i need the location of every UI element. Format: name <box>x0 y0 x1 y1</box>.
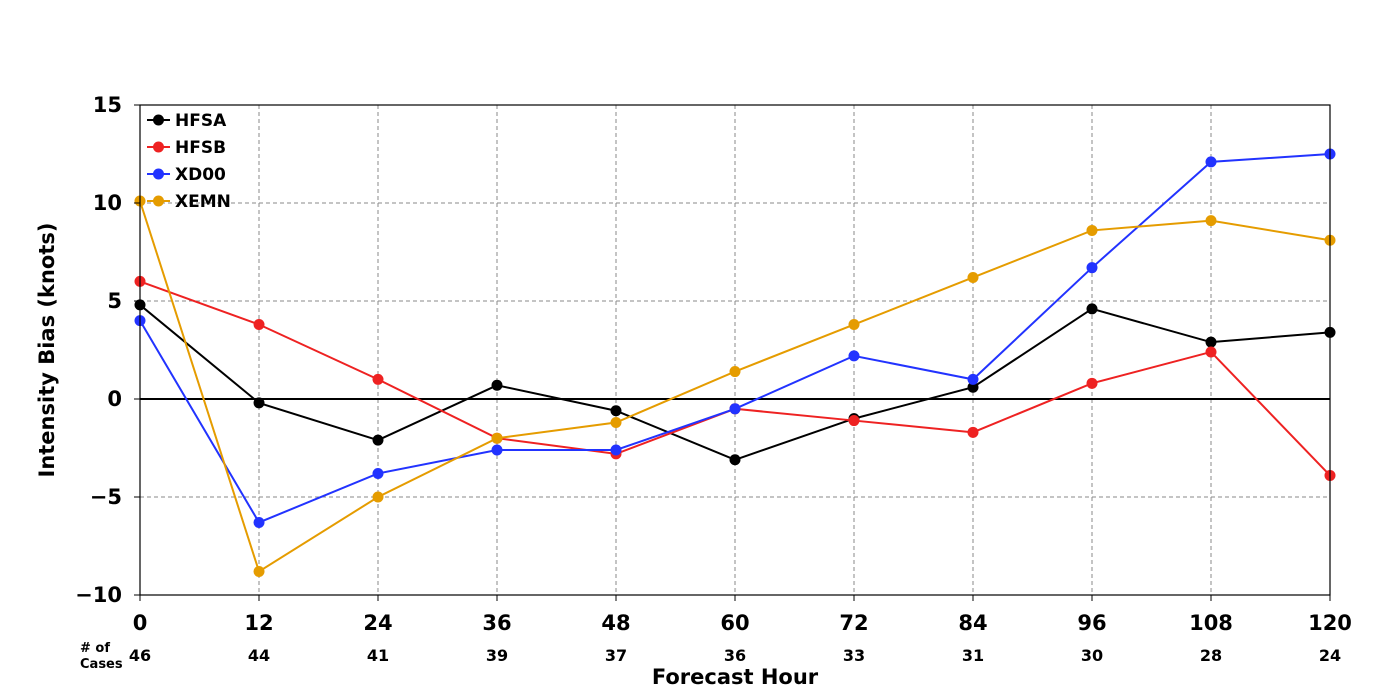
data-point <box>848 415 860 427</box>
data-point <box>967 426 979 438</box>
case-count: 36 <box>724 646 746 665</box>
data-point <box>491 432 503 444</box>
legend: HFSA HFSB XD00 XEMN <box>147 111 231 212</box>
legend-label: HFSA <box>175 111 227 131</box>
y-axis-title: Intensity Bias (knots) <box>35 223 59 478</box>
data-point <box>1086 262 1098 274</box>
y-tick-label: −10 <box>75 583 122 607</box>
data-point <box>253 397 265 409</box>
data-point <box>372 434 384 446</box>
legend-label: HFSB <box>175 138 226 158</box>
case-count: 33 <box>843 646 865 665</box>
x-tick-label: 12 <box>244 611 273 635</box>
x-tick-label: 48 <box>601 611 630 635</box>
x-tick-label: 36 <box>482 611 511 635</box>
x-tick-label: 84 <box>958 611 987 635</box>
y-tick-label: 0 <box>107 387 122 411</box>
x-tick-label: 108 <box>1189 611 1233 635</box>
legend-item-hfsa: HFSA <box>147 111 227 131</box>
cases-row: 46 44 41 39 37 36 33 31 30 28 24 <box>129 646 1341 665</box>
data-point <box>253 319 265 331</box>
x-tick-label: 24 <box>363 611 392 635</box>
data-point <box>1205 346 1217 358</box>
cases-title-line1: # of <box>80 641 110 656</box>
legend-marker <box>153 141 164 153</box>
data-point <box>1086 377 1098 389</box>
data-point <box>967 271 979 283</box>
data-point <box>491 379 503 391</box>
y-tick-label: 10 <box>93 191 122 215</box>
legend-item-hfsb: HFSB <box>147 138 226 158</box>
cases-title-line2: Cases <box>80 657 123 672</box>
series-hfsa <box>134 299 1336 466</box>
data-point <box>610 444 622 456</box>
case-count: 30 <box>1081 646 1103 665</box>
data-point <box>848 319 860 331</box>
grid-lines <box>140 105 1330 595</box>
x-tick-label: 120 <box>1308 611 1352 635</box>
case-count: 24 <box>1319 646 1341 665</box>
series-xd00 <box>134 148 1336 528</box>
data-point <box>1205 215 1217 227</box>
case-count: 31 <box>962 646 984 665</box>
case-count: 28 <box>1200 646 1222 665</box>
x-tick-label: 0 <box>133 611 148 635</box>
legend-label: XEMN <box>175 192 231 212</box>
series-layer <box>134 148 1336 577</box>
data-point <box>610 417 622 429</box>
legend-label: XD00 <box>175 165 226 185</box>
data-point <box>253 516 265 528</box>
data-point <box>1205 156 1217 168</box>
data-point <box>1205 336 1217 348</box>
data-point <box>729 454 741 466</box>
data-point <box>967 373 979 385</box>
x-axis-ticks: 0 12 24 36 48 60 72 84 96 108 120 <box>133 595 1352 635</box>
legend-item-xemn: XEMN <box>147 192 231 212</box>
y-tick-label: 5 <box>107 289 122 313</box>
data-point <box>610 405 622 417</box>
y-tick-label: 15 <box>93 93 122 117</box>
data-point <box>372 491 384 503</box>
data-point <box>967 381 979 393</box>
x-axis-title: Forecast Hour <box>652 665 819 689</box>
data-point <box>1086 303 1098 315</box>
data-point <box>848 350 860 362</box>
x-tick-label: 96 <box>1077 611 1106 635</box>
case-count: 46 <box>129 646 151 665</box>
legend-marker <box>153 114 164 126</box>
data-point <box>729 366 741 378</box>
x-tick-label: 72 <box>839 611 868 635</box>
data-point <box>372 373 384 385</box>
case-count: 37 <box>605 646 627 665</box>
case-count: 44 <box>248 646 270 665</box>
data-point <box>253 565 265 577</box>
case-count: 41 <box>367 646 389 665</box>
data-point <box>1086 224 1098 236</box>
data-point <box>729 403 741 415</box>
legend-marker <box>153 195 164 207</box>
data-point <box>372 467 384 479</box>
legend-marker <box>153 168 164 180</box>
legend-item-xd00: XD00 <box>147 165 226 185</box>
x-tick-label: 60 <box>720 611 749 635</box>
y-tick-label: −5 <box>90 485 122 509</box>
y-axis-ticks: 15 10 5 0 −5 −10 <box>75 93 140 607</box>
case-count: 39 <box>486 646 508 665</box>
data-point <box>491 444 503 456</box>
